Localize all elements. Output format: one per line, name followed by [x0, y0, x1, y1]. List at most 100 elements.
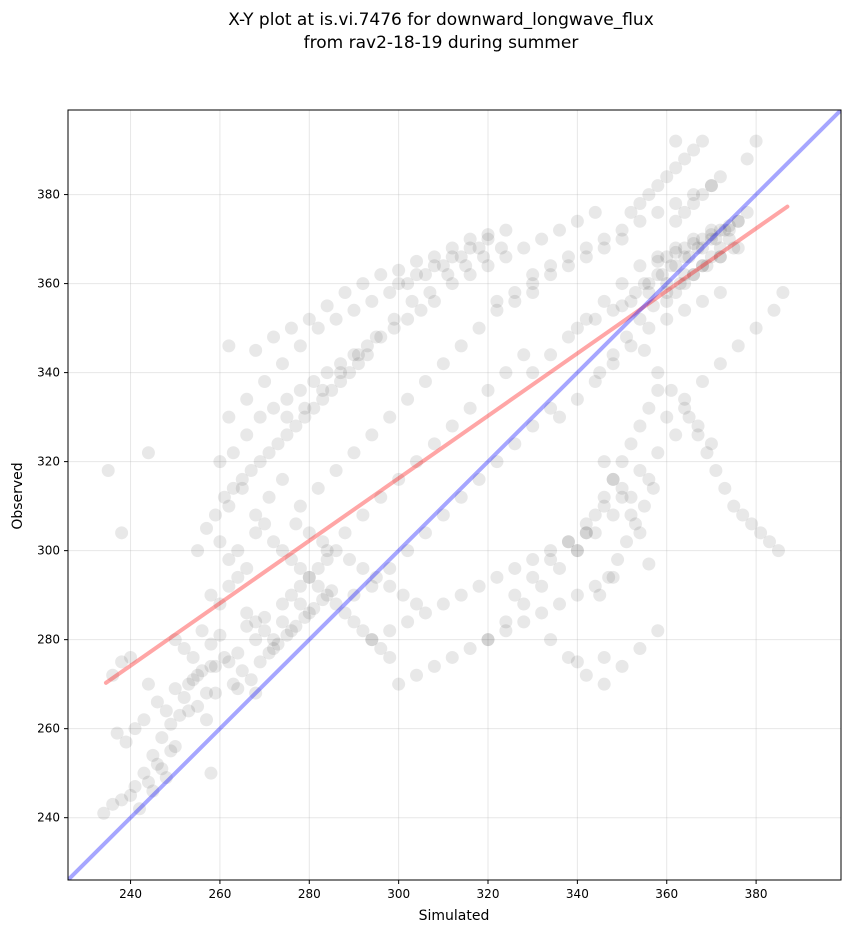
scatter-point [325, 584, 339, 598]
scatter-point [374, 268, 388, 282]
scatter-point [115, 793, 129, 807]
scatter-point [200, 521, 214, 535]
scatter-point [651, 205, 665, 219]
scatter-point [275, 357, 289, 371]
scatter-point [722, 219, 736, 233]
chart-title: X-Y plot at is.vi.7476 for downward_long… [228, 10, 654, 30]
scatter-point [360, 348, 374, 362]
identity-line [68, 110, 841, 880]
scatter-point [606, 357, 620, 371]
scatter-point [338, 285, 352, 299]
scatter-point [182, 677, 196, 691]
scatter-point [459, 259, 473, 273]
scatter-point [544, 348, 558, 362]
scatter-point [217, 650, 231, 664]
scatter-point [253, 410, 267, 424]
scatter-point [628, 517, 642, 531]
scatter-point [405, 294, 419, 308]
scatter-point [754, 526, 768, 540]
scatter-point [660, 285, 674, 299]
scatter-point [713, 357, 727, 371]
scatter-point [311, 321, 325, 335]
scatter-point [633, 526, 647, 540]
scatter-point [615, 277, 629, 291]
scatter-point [182, 704, 196, 718]
scatter-point [284, 624, 298, 638]
scatter-point [691, 428, 705, 442]
scatter-point [427, 259, 441, 273]
scatter-point [441, 268, 455, 282]
scatter-point [669, 428, 683, 442]
scatter-point [481, 232, 495, 246]
scatter-point [713, 170, 727, 184]
regression-line [103, 204, 790, 685]
scatter-point [200, 686, 214, 700]
scatter-point [463, 241, 477, 255]
scatter-point [597, 294, 611, 308]
scatter-point [110, 726, 124, 740]
scatter-point [678, 303, 692, 317]
scatter-point [307, 601, 321, 615]
scatter-point [249, 615, 263, 629]
y-tick-label: 260 [37, 722, 60, 736]
scatter-point [687, 268, 701, 282]
scatter-point [347, 588, 361, 602]
scatter-point [611, 553, 625, 567]
scatter-point [284, 321, 298, 335]
scatter-point [722, 223, 736, 237]
scatter-point [624, 437, 638, 451]
scatter-point [275, 597, 289, 611]
scatter-point [615, 481, 629, 495]
scatter-point [713, 241, 727, 255]
scatter-point [436, 357, 450, 371]
scatter-point [222, 499, 236, 513]
scatter-point [418, 375, 432, 389]
scatter-point [472, 579, 486, 593]
scatter-point [410, 254, 424, 268]
scatter-point [222, 410, 236, 424]
scatter-point [177, 642, 191, 656]
scatter-point [633, 259, 647, 273]
scatter-point [579, 668, 593, 682]
scatter-point [392, 263, 406, 277]
scatter-point [316, 535, 330, 549]
scatter-point [258, 375, 272, 389]
scatter-point [226, 481, 240, 495]
scatter-point [655, 268, 669, 282]
scatter-point [691, 241, 705, 255]
scatter-point [624, 294, 638, 308]
x-tick-label: 380 [745, 887, 768, 901]
scatter-point [700, 446, 714, 460]
scatter-point [615, 232, 629, 246]
scatter-point [526, 553, 540, 567]
y-tick-label: 300 [37, 544, 60, 558]
scatter-point [253, 455, 267, 469]
scatter-point [208, 508, 222, 522]
scatter-point [727, 241, 741, 255]
scatter-point [280, 392, 294, 406]
scatter-point [401, 277, 415, 291]
scatter-point [267, 330, 281, 344]
scatter-point [713, 250, 727, 264]
scatter-point [642, 285, 656, 299]
scatter-point [334, 366, 348, 380]
scatter-point [704, 179, 718, 193]
scatter-point [311, 481, 325, 495]
scatter-point [235, 664, 249, 678]
scatter-point [508, 561, 522, 575]
scatter-point [633, 464, 647, 478]
scatter-point [499, 615, 513, 629]
scatter-point [637, 277, 651, 291]
scatter-point [164, 717, 178, 731]
scatter-point [763, 535, 777, 549]
scatter-point [606, 348, 620, 362]
scatter-point [561, 535, 575, 549]
scatter-point [213, 597, 227, 611]
scatter-point [597, 241, 611, 255]
scatter-point [302, 606, 316, 620]
scatter-point [231, 570, 245, 584]
trend-lines [68, 110, 841, 880]
scatter-point [240, 561, 254, 575]
scatter-point [664, 259, 678, 273]
scatter-point [267, 535, 281, 549]
